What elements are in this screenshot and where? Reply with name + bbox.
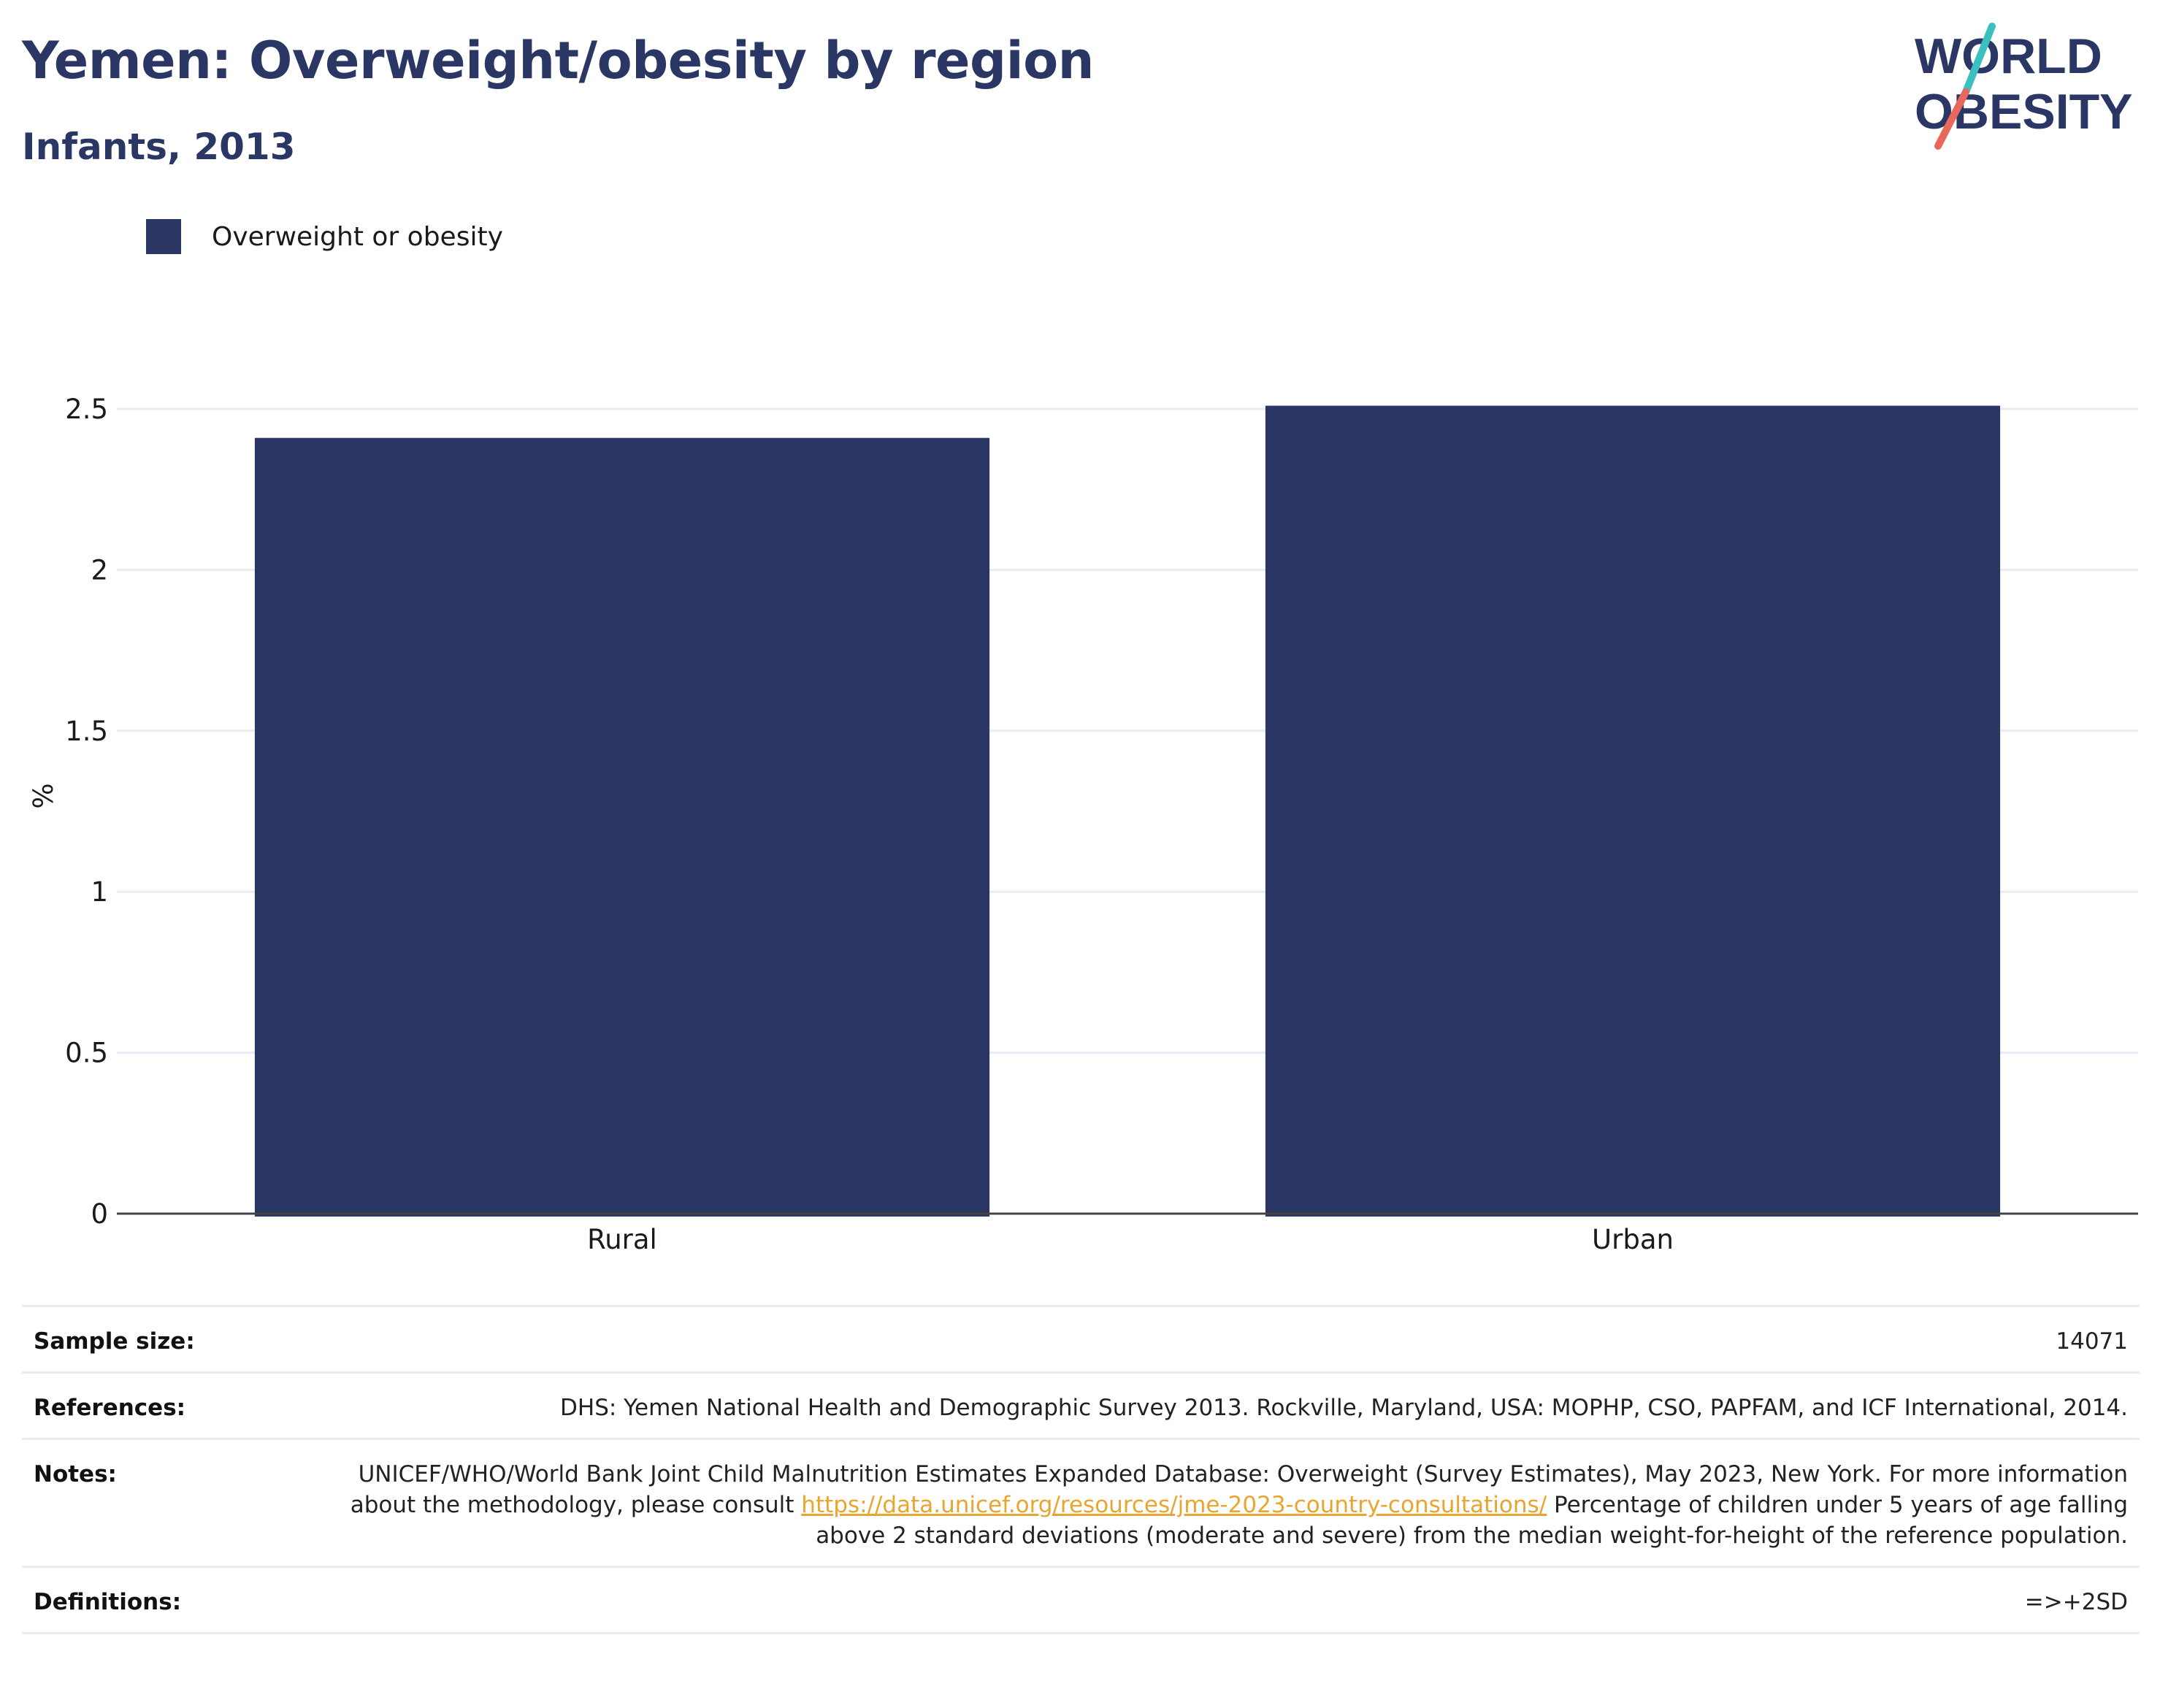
y-tick-label: 1 <box>91 876 108 908</box>
legend-label: Overweight or obesity <box>212 221 503 252</box>
bar-rural <box>254 437 990 1217</box>
notes-value: UNICEF/WHO/World Bank Joint Child Malnut… <box>340 1459 2128 1551</box>
x-tick-label: Rural <box>587 1224 657 1255</box>
info-row-definitions: Definitions: =>+2SD <box>22 1566 2140 1634</box>
logo-text-line2: OBESITY <box>1915 84 2133 139</box>
info-table: Sample size: 14071 References: DHS: Yeme… <box>22 1305 2140 1634</box>
references-value: DHS: Yemen National Health and Demograph… <box>560 1395 2128 1421</box>
definitions-value: =>+2SD <box>2024 1589 2128 1615</box>
info-row-sample-size: Sample size: 14071 <box>22 1305 2140 1371</box>
world-obesity-logo: WORLD OBESITY <box>1915 23 2133 150</box>
logo-slash-top <box>1962 23 1996 96</box>
x-tick-label: Urban <box>1592 1224 1674 1255</box>
logo-text-line1: WORLD <box>1915 28 2102 84</box>
chart-legend: Overweight or obesity <box>146 218 503 256</box>
bar-chart: 0 0.5 1 1.5 2 2.5 Rural Urban % <box>28 394 2138 1255</box>
sample-size-label: Sample size: <box>34 1328 195 1355</box>
y-axis-title: % <box>28 783 59 808</box>
notes-text-after: Percentage of children under 5 years of … <box>816 1492 2128 1549</box>
chart-subtitle: Infants, 2013 <box>22 126 296 168</box>
axes: 0 0.5 1 1.5 2 2.5 Rural Urban <box>65 394 2138 1255</box>
y-tick-label: 2.5 <box>65 394 108 425</box>
notes-label: Notes: <box>34 1461 117 1487</box>
info-row-notes: Notes: UNICEF/WHO/World Bank Joint Child… <box>22 1438 2140 1566</box>
logo-slash-bottom <box>1934 88 1969 150</box>
chart-title: Yemen: Overweight/obesity by region <box>22 31 1095 91</box>
references-label: References: <box>34 1395 186 1421</box>
bar-urban <box>1265 405 2001 1217</box>
info-row-references: References: DHS: Yemen National Health a… <box>22 1371 2140 1438</box>
methodology-link[interactable]: https://data.unicef.org/resources/jme-20… <box>801 1492 1547 1518</box>
notes-text-before: UNICEF/WHO/World Bank Joint Child Malnut… <box>350 1461 2128 1518</box>
y-tick-label: 2 <box>91 554 108 586</box>
legend-swatch <box>146 219 181 254</box>
definitions-label: Definitions: <box>34 1589 182 1615</box>
bars <box>254 405 2001 1217</box>
y-tick-label: 1.5 <box>65 716 108 747</box>
sample-size-value: 14071 <box>2056 1328 2128 1355</box>
y-tick-label: 0.5 <box>65 1038 108 1069</box>
y-tick-label: 0 <box>91 1198 108 1230</box>
